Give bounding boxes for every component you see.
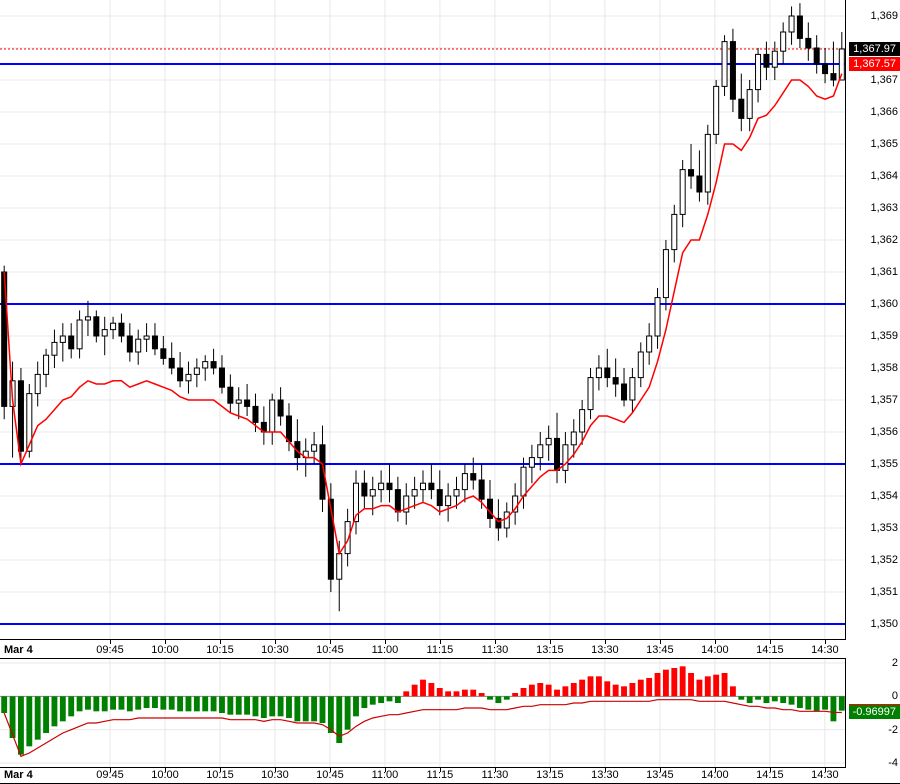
price-tag: 1,367.97 bbox=[849, 42, 900, 56]
y-tick-label: 1,367 bbox=[870, 74, 898, 86]
y-tick-label: 1,359 bbox=[870, 330, 898, 342]
y-tick-label: 1,365 bbox=[870, 138, 898, 150]
indicator-panel[interactable]: 20-2-4-0.86374-0.96997 bbox=[0, 658, 900, 768]
y-tick-label: -2 bbox=[888, 724, 898, 736]
x-tick-label: 10:30 bbox=[261, 644, 289, 656]
x-tick-label: 14:00 bbox=[701, 644, 729, 656]
y-tick-label: 1,369 bbox=[870, 10, 898, 22]
x-tick-label: 11:15 bbox=[427, 644, 454, 656]
y-tick-label: 1,354 bbox=[870, 490, 898, 502]
x-tick-label: 11:00 bbox=[372, 644, 399, 656]
date-label: Mar 4 bbox=[4, 769, 33, 781]
price-tag: 1,367.57 bbox=[849, 57, 900, 71]
y-tick-label: 1,356 bbox=[870, 426, 898, 438]
price-chart-panel[interactable]: 1,350 1,351 1,352 1,353 1,354 1,355 1,356 1,357… bbox=[0, 0, 900, 640]
y-tick-label: 1,357 bbox=[870, 394, 898, 406]
y-tick-label: 1,360 bbox=[870, 298, 898, 310]
indicator-value-tag: -0.96997 bbox=[849, 705, 900, 719]
x-tick-label: 10:45 bbox=[316, 644, 344, 656]
x-tick-label: 14:30 bbox=[811, 644, 839, 656]
y-tick-label: 1,352 bbox=[870, 554, 898, 566]
y-tick-label: 1,364 bbox=[870, 170, 898, 182]
y-tick-label: 1,363 bbox=[870, 202, 898, 214]
y-tick-label: 1,351 bbox=[870, 586, 898, 598]
y-tick-label: 1,358 bbox=[870, 362, 898, 374]
y-tick-label: 1,353 bbox=[870, 522, 898, 534]
y-tick-label: 2 bbox=[892, 657, 898, 669]
y-tick-label: 1,350 bbox=[870, 618, 898, 630]
x-tick-label: 13:30 bbox=[591, 644, 619, 656]
y-tick-label: 1,361 bbox=[870, 266, 898, 278]
x-tick-label: 09:45 bbox=[96, 644, 124, 656]
x-tick-label: 14:15 bbox=[756, 644, 784, 656]
y-tick-label: 1,362 bbox=[870, 234, 898, 246]
x-tick-label: 11:30 bbox=[482, 644, 509, 656]
date-label: Mar 4 bbox=[4, 644, 33, 656]
y-tick-label: 1,355 bbox=[870, 458, 898, 470]
y-tick-label: 1,366 bbox=[870, 106, 898, 118]
x-axis-indicator: Mar 409:4510:0010:1510:3010:4511:0011:15… bbox=[0, 768, 900, 784]
x-tick-label: 10:15 bbox=[206, 644, 234, 656]
x-axis-main: Mar 4 09:45 10:00 10:15 10:30 10:45 11:00 11:15… bbox=[0, 640, 900, 659]
x-tick-label: 13:15 bbox=[536, 644, 564, 656]
y-tick-label: 0 bbox=[892, 690, 898, 702]
x-tick-label: 10:00 bbox=[151, 644, 179, 656]
x-tick-label: 13:45 bbox=[646, 644, 674, 656]
